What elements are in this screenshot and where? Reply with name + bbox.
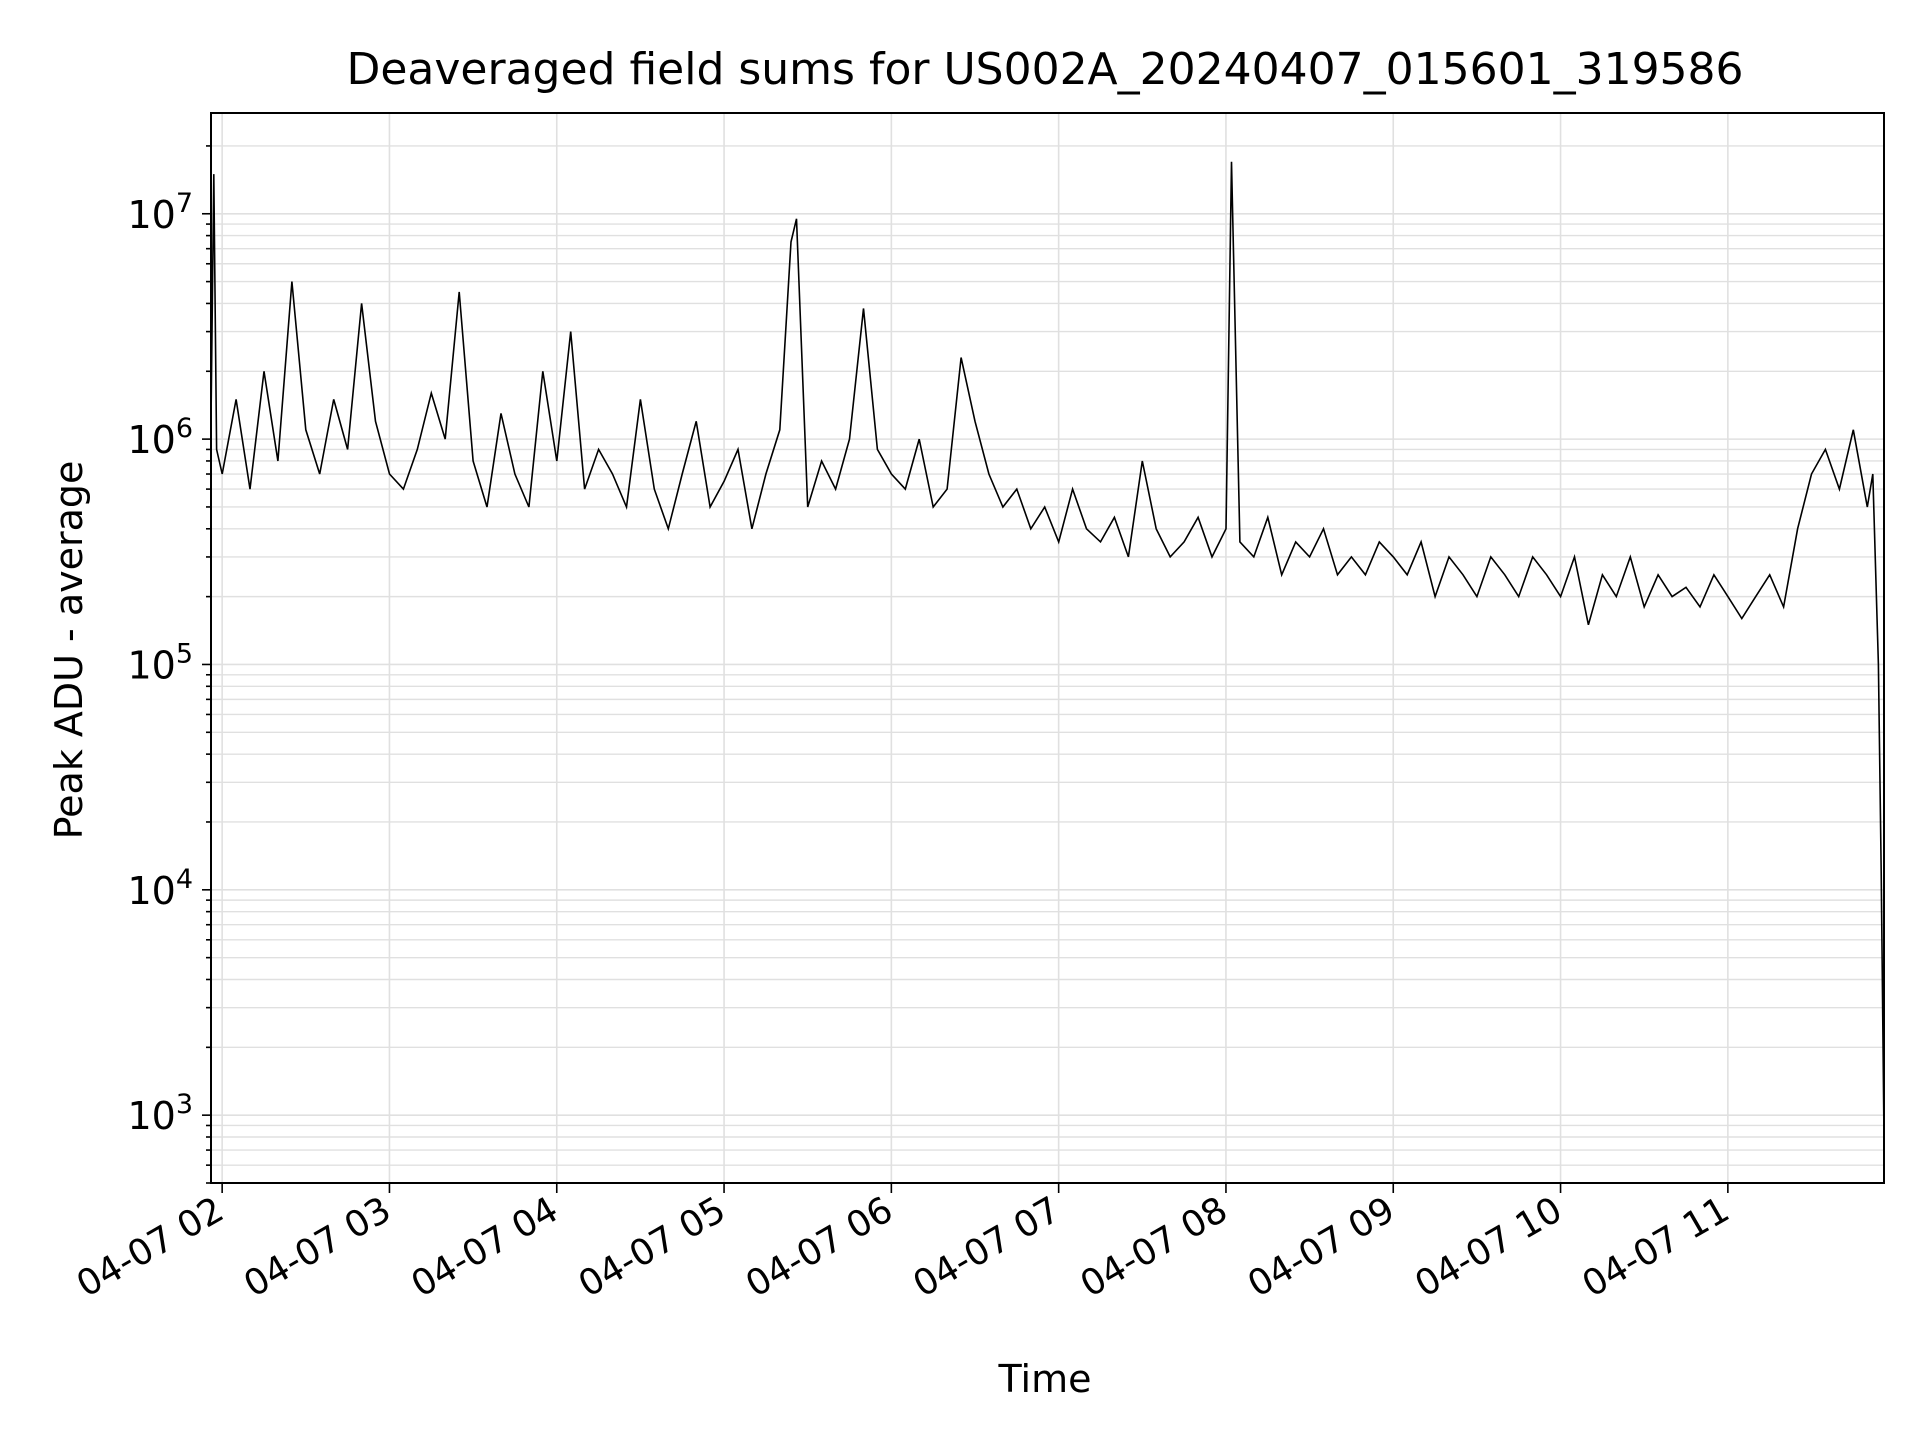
plot-frame xyxy=(210,112,1885,1184)
y-tick-label: 103 xyxy=(127,1089,193,1138)
series-layer xyxy=(210,161,1885,1138)
y-axis-label: Peak ADU - average xyxy=(47,461,91,840)
grid xyxy=(211,113,1884,1184)
chart-title: Deaveraged field sums for US002A_2024040… xyxy=(346,44,1743,95)
y-tick-label: 104 xyxy=(127,864,193,913)
y-tick-base: 10 xyxy=(127,193,175,237)
x-axis-label: Time xyxy=(998,1357,1092,1401)
y-tick-exponent: 6 xyxy=(176,413,193,444)
series-line xyxy=(210,161,1885,1138)
y-tick-exponent: 5 xyxy=(176,638,193,669)
y-tick-label: 107 xyxy=(127,188,193,237)
y-tick-exponent: 7 xyxy=(176,188,193,219)
y-tick-base: 10 xyxy=(127,643,175,687)
y-tick-base: 10 xyxy=(127,418,175,462)
y-tick-label: 106 xyxy=(127,413,193,462)
y-tick-base: 10 xyxy=(127,1094,175,1138)
y-tick-exponent: 4 xyxy=(176,864,193,895)
y-tick-base: 10 xyxy=(127,869,175,913)
y-tick-exponent: 3 xyxy=(176,1089,193,1120)
y-tick-label: 105 xyxy=(127,638,193,687)
